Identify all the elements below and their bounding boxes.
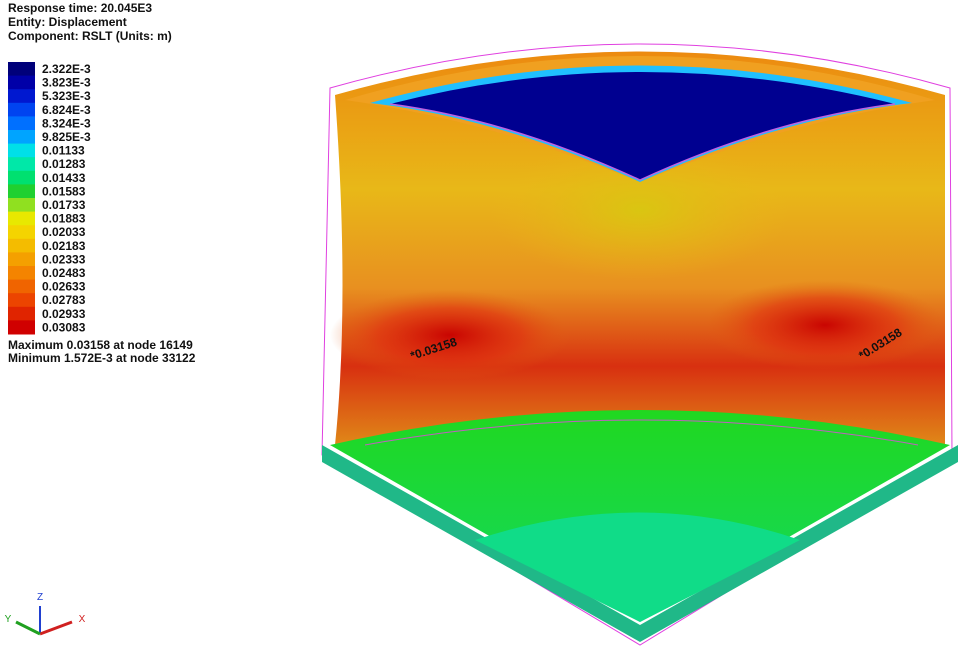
legend-label: 9.825E-3 — [42, 130, 91, 144]
minimum: Minimum 1.572E-3 at node 33122 — [8, 351, 196, 365]
legend-label: 0.01133 — [42, 144, 85, 158]
legend-label: 0.01733 — [42, 198, 86, 212]
legend-swatch — [8, 320, 35, 335]
legend-label: 0.01883 — [42, 212, 86, 226]
legend-label: 0.03083 — [42, 320, 86, 334]
legend-label: 0.02483 — [42, 266, 86, 280]
axis-label: X — [79, 614, 86, 625]
legend-swatch — [8, 170, 35, 185]
legend-label: 5.323E-3 — [42, 89, 91, 103]
header-line: Response time: 20.045E3 — [8, 1, 152, 15]
legend-label: 8.324E-3 — [42, 116, 91, 130]
legend-swatch — [8, 116, 35, 131]
legend-swatch — [8, 198, 35, 213]
legend-swatch — [8, 102, 35, 117]
axis-label: Y — [5, 614, 12, 625]
legend-swatch — [8, 266, 35, 281]
axis-label: Z — [37, 592, 43, 603]
legend-swatch — [8, 279, 35, 294]
legend-label: 0.02933 — [42, 307, 86, 321]
legend-swatch — [8, 238, 35, 253]
legend-swatch — [8, 75, 35, 90]
legend-swatch — [8, 157, 35, 172]
legend-swatch — [8, 293, 35, 308]
legend-label: 3.823E-3 — [42, 76, 91, 90]
legend-swatch — [8, 143, 35, 158]
legend-label: 0.02783 — [42, 293, 86, 307]
legend-label: 0.01583 — [42, 184, 86, 198]
model — [321, 43, 958, 646]
legend: 2.322E-33.823E-35.323E-36.824E-38.324E-3… — [8, 62, 91, 335]
legend-swatch — [8, 225, 35, 240]
legend-swatch — [8, 62, 35, 77]
legend-swatch — [8, 252, 35, 267]
legend-label: 6.824E-3 — [42, 103, 91, 117]
axis-triad: Z Y X — [5, 592, 86, 636]
legend-label: 0.02183 — [42, 239, 86, 253]
header-line: Entity: Displacement — [8, 15, 127, 29]
legend-swatch — [8, 306, 35, 321]
legend-swatch — [8, 184, 35, 199]
legend-label: 0.02333 — [42, 252, 86, 266]
legend-label: 0.01283 — [42, 157, 86, 171]
legend-label: 2.322E-3 — [42, 62, 91, 76]
legend-label: 0.02033 — [42, 225, 86, 239]
legend-swatch — [8, 89, 35, 104]
header-line: Component: RSLT (Units: m) — [8, 29, 172, 43]
legend-swatch — [8, 130, 35, 145]
header: Response time: 20.045E3 Entity: Displace… — [8, 1, 172, 43]
legend-swatch — [8, 211, 35, 226]
legend-label: 0.02633 — [42, 280, 86, 294]
legend-label: 0.01433 — [42, 171, 86, 185]
maximum: Maximum 0.03158 at node 16149 — [8, 338, 193, 352]
